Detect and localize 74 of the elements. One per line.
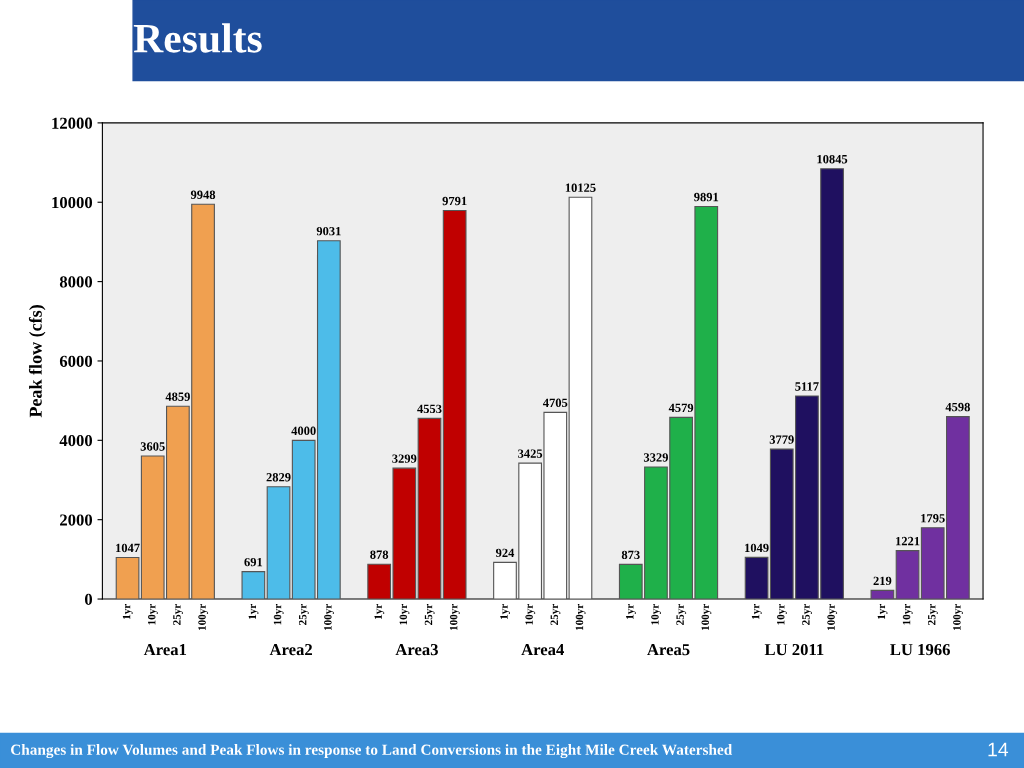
data-label: 878: [370, 550, 389, 559]
y-tick-label: 8000: [59, 276, 93, 288]
data-label: 3329: [643, 453, 668, 462]
y-axis-title: Peak flow (cfs): [28, 305, 46, 418]
text: 100yr: [575, 604, 586, 631]
data-label: 9791: [442, 196, 467, 206]
data-label: 3425: [518, 449, 543, 458]
data-label: 2829: [266, 473, 291, 482]
text: 1yr: [248, 604, 259, 619]
data-label: 1049: [745, 543, 769, 553]
data-label: 9891: [694, 192, 719, 202]
data-label: 4553: [417, 404, 442, 414]
x-tick-label: Area1: [143, 644, 187, 656]
data-label: 10125: [565, 183, 596, 192]
data-label: 4000: [291, 426, 316, 435]
data-label: 1795: [921, 514, 945, 523]
y-tick-label: 12000: [52, 117, 93, 129]
data-label: 4579: [668, 403, 694, 413]
text: Changes in Flow Volumes and Peak Flows in response to Land Conversions in the Eight Mile Creek Watershed: [10, 744, 733, 759]
x-tick-label: Area2: [269, 644, 312, 656]
text: 10yr: [273, 604, 284, 625]
text: 25yr: [424, 604, 435, 625]
chart-title: Results: [133, 23, 262, 53]
data-label: 3779: [769, 435, 794, 444]
data-label: 9948: [190, 190, 216, 199]
y-tick-label: 6000: [59, 355, 93, 367]
y-tick-label: 2000: [60, 514, 93, 526]
text: 1yr: [751, 604, 762, 619]
data-label: 4705: [542, 398, 568, 408]
text: 10yr: [651, 604, 661, 625]
data-label: 1221: [896, 536, 920, 546]
x-tick-label: Area4: [521, 644, 565, 656]
data-label: 873: [621, 550, 640, 560]
x-tick-label: Area5: [647, 644, 690, 656]
text: 14: [988, 742, 1009, 757]
text: 1yr: [374, 604, 385, 619]
y-tick-label: 4000: [59, 435, 93, 447]
text: 10yr: [525, 604, 536, 625]
text: 25yr: [928, 604, 938, 625]
data-label: 9031: [316, 226, 341, 236]
text: 100yr: [701, 604, 712, 631]
text: 100yr: [449, 604, 460, 631]
data-label: 219: [873, 576, 892, 586]
text: 10yr: [777, 604, 787, 625]
text: 100yr: [827, 604, 838, 631]
x-tick-label: Area3: [395, 644, 438, 656]
text: 10yr: [902, 604, 913, 625]
y-tick-label: 10000: [52, 196, 93, 209]
data-label: 4598: [945, 402, 970, 412]
data-label: 5117: [795, 382, 819, 391]
x-tick-label: LU 1966: [890, 644, 950, 656]
data-label: 3299: [392, 454, 417, 463]
x-tick-label: LU 2011: [764, 643, 824, 656]
data-label: 1047: [116, 543, 140, 553]
text: 100yr: [198, 604, 209, 631]
text: 1yr: [500, 604, 511, 619]
data-label: 10845: [817, 154, 848, 164]
text: 25yr: [298, 604, 309, 625]
y-tick-label: 0: [84, 593, 93, 605]
text: 25yr: [173, 604, 183, 625]
text: 25yr: [550, 604, 561, 625]
text: 1yr: [122, 604, 133, 619]
text: 100yr: [953, 604, 963, 631]
text: 25yr: [676, 604, 687, 625]
text: 100yr: [324, 604, 334, 631]
text: 25yr: [802, 604, 812, 625]
data-label: 691: [244, 557, 263, 567]
text: 10yr: [399, 604, 410, 625]
data-label: 3605: [140, 442, 165, 451]
text: 10yr: [147, 604, 158, 625]
text: 1yr: [877, 604, 888, 619]
text: 1yr: [626, 604, 636, 619]
data-label: 924: [495, 548, 515, 558]
data-label: 4859: [165, 392, 190, 401]
